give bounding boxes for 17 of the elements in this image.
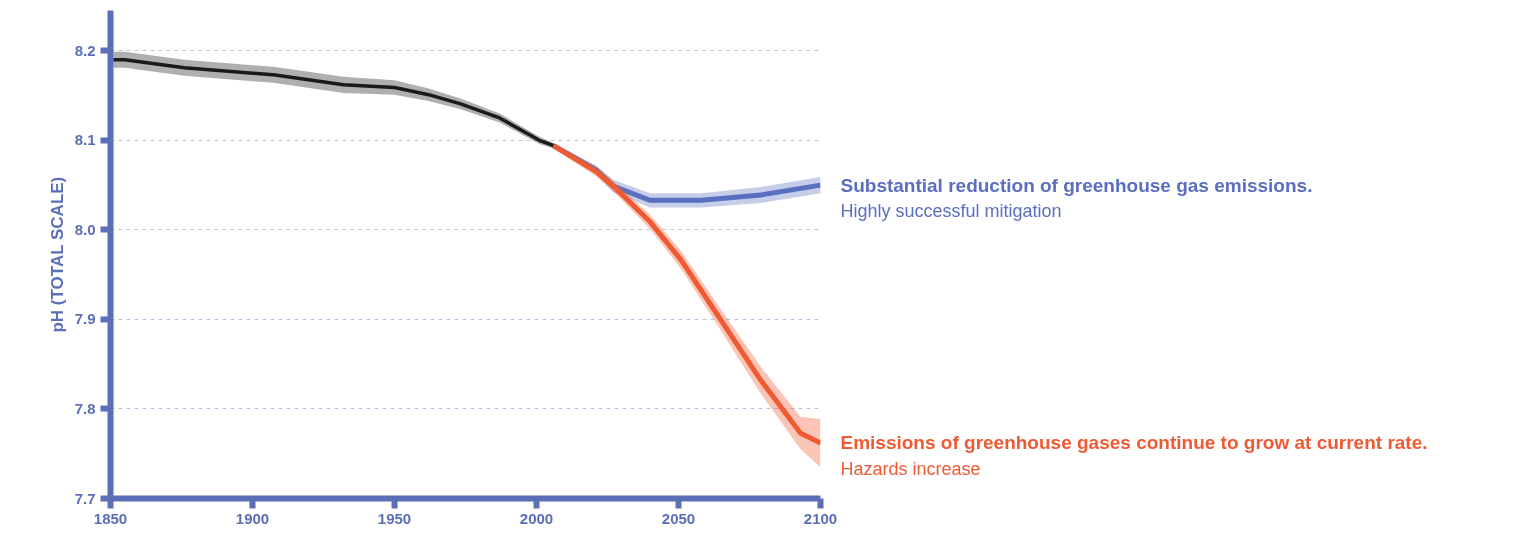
y-tick-label: 7.7 bbox=[74, 489, 96, 507]
y-tick-label: 7.8 bbox=[74, 399, 96, 417]
annotation: Highly successful mitigation bbox=[840, 201, 1062, 222]
series-label: Substantial reduction of greenhouse gas emissions. bbox=[840, 174, 1313, 196]
x-tick-label: 2100 bbox=[803, 509, 838, 527]
y-tick-label: 8.1 bbox=[74, 131, 96, 149]
y-axis-title: pH (TOTAL SCALE) bbox=[47, 176, 67, 333]
x-tick-label: 1900 bbox=[235, 509, 270, 527]
series-label: Emissions of greenhouse gases continue to grow at current rate. bbox=[840, 432, 1428, 454]
y-tick-label: 8.0 bbox=[74, 220, 96, 238]
y-tick-label: 7.9 bbox=[74, 310, 96, 328]
annotation: Hazards increase bbox=[840, 458, 981, 479]
x-tick-label: 1950 bbox=[377, 509, 412, 527]
x-tick-label: 2000 bbox=[519, 509, 554, 527]
x-tick-label: 1850 bbox=[93, 509, 128, 527]
x-tick-label: 2050 bbox=[661, 509, 696, 527]
y-tick-label: 8.2 bbox=[74, 41, 96, 59]
